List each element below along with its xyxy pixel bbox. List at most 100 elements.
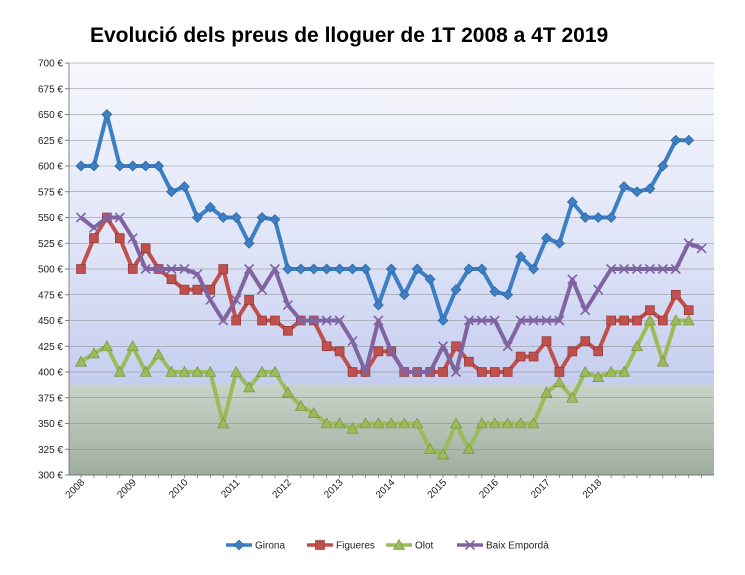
data-point xyxy=(566,391,579,403)
data-point xyxy=(643,314,656,326)
y-tick-label: 450 € xyxy=(38,316,63,327)
x-axis: 2008 2009 2010 2011 2012 2013 2014 2015 2016 2017… xyxy=(64,474,714,501)
data-point xyxy=(140,160,152,172)
data-point xyxy=(463,263,475,275)
data-point xyxy=(567,346,578,357)
data-point xyxy=(244,295,254,305)
data-point xyxy=(502,367,513,377)
data-point xyxy=(411,417,424,429)
legend-label: Baix Empordà xyxy=(486,541,549,552)
data-point xyxy=(191,365,204,377)
data-point xyxy=(230,365,243,377)
legend-label: Girona xyxy=(255,541,285,552)
data-point xyxy=(76,264,86,274)
data-point xyxy=(398,289,410,301)
data-point xyxy=(398,417,411,429)
data-point xyxy=(683,134,695,146)
data-point xyxy=(244,263,255,275)
data-point xyxy=(178,365,191,377)
legend-swatch-marker xyxy=(392,538,406,550)
y-tick-label: 700 € xyxy=(38,59,63,70)
data-point xyxy=(605,365,618,377)
data-point xyxy=(268,365,281,377)
data-point xyxy=(321,263,333,275)
data-point xyxy=(592,212,604,223)
series-olot xyxy=(74,314,695,460)
data-point xyxy=(191,212,203,223)
y-tick-label: 400 € xyxy=(38,368,63,379)
data-point xyxy=(320,417,333,429)
data-point xyxy=(204,201,216,213)
data-point xyxy=(140,243,151,254)
data-point xyxy=(593,346,604,357)
data-point xyxy=(192,284,203,295)
data-point xyxy=(372,417,385,429)
data-point xyxy=(412,366,423,378)
y-tick-label: 525 € xyxy=(38,239,63,250)
y-tick-label: 575 € xyxy=(38,187,63,198)
data-point xyxy=(153,160,165,172)
x-tick-label: 2009 xyxy=(115,477,139,501)
data-point xyxy=(541,315,552,326)
data-point xyxy=(269,263,281,275)
data-point xyxy=(282,263,294,275)
data-point xyxy=(656,355,669,367)
data-point xyxy=(528,351,539,362)
data-point xyxy=(658,315,668,326)
legend: Girona Figueres Olot Baix Empordà xyxy=(226,538,549,552)
data-point xyxy=(166,263,177,275)
y-tick-label: 675 € xyxy=(38,84,63,95)
data-point xyxy=(127,160,139,172)
data-point xyxy=(373,315,384,326)
data-point xyxy=(437,341,449,352)
data-point xyxy=(463,315,474,326)
data-point xyxy=(670,263,681,275)
data-point xyxy=(515,351,526,362)
data-point xyxy=(399,366,410,378)
data-point xyxy=(476,315,487,326)
data-point xyxy=(75,160,87,172)
data-point xyxy=(502,341,513,352)
data-point xyxy=(308,263,320,275)
y-tick-label: 350 € xyxy=(38,419,63,430)
y-tick-label: 425 € xyxy=(38,342,63,353)
data-point xyxy=(514,417,527,429)
series-girona xyxy=(75,109,695,326)
data-point xyxy=(166,274,177,285)
data-point xyxy=(89,233,99,243)
data-point xyxy=(553,376,566,388)
data-point xyxy=(501,417,514,429)
data-point xyxy=(217,417,230,429)
y-tick-label: 550 € xyxy=(38,213,63,224)
data-point xyxy=(256,365,269,377)
data-point xyxy=(204,365,217,377)
legend-label: Olot xyxy=(415,541,434,552)
data-point xyxy=(218,315,229,326)
data-point xyxy=(464,356,474,367)
data-point xyxy=(231,294,242,305)
series-layer xyxy=(74,109,707,460)
x-tick-label: 2014 xyxy=(374,477,398,501)
data-point xyxy=(127,264,138,274)
x-tick-label: 2013 xyxy=(322,477,346,501)
data-point xyxy=(101,109,113,120)
data-point xyxy=(218,264,229,274)
data-point xyxy=(294,399,307,411)
data-point xyxy=(631,186,643,198)
data-point xyxy=(295,315,306,326)
data-point xyxy=(88,222,99,233)
data-point xyxy=(100,340,113,352)
data-point xyxy=(541,232,552,244)
data-point xyxy=(359,417,372,429)
data-point xyxy=(593,284,604,295)
data-point xyxy=(462,443,475,455)
data-point xyxy=(489,367,500,377)
data-point xyxy=(243,237,255,249)
data-point xyxy=(424,273,436,285)
data-point xyxy=(205,294,216,305)
data-point xyxy=(334,315,345,326)
data-point xyxy=(451,341,461,352)
legend-item: Baix Empordà xyxy=(457,539,549,552)
x-tick-label: 2012 xyxy=(270,477,294,501)
